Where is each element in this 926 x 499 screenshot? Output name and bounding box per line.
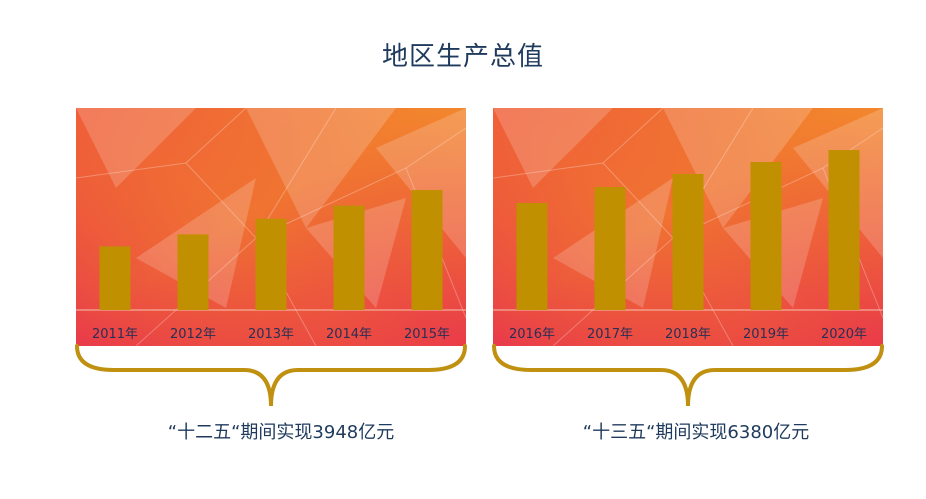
year-label: 2011年 bbox=[92, 327, 138, 342]
chart-title: 地区生产总值 bbox=[381, 42, 544, 72]
bar-2013年 bbox=[255, 218, 287, 310]
bar-2018年 bbox=[672, 174, 704, 310]
year-label: 2015年 bbox=[404, 327, 450, 342]
year-label-group: 2016年 2017年 2018年 2019年 2020年 bbox=[509, 327, 867, 342]
year-label: 2018年 bbox=[665, 327, 711, 342]
panel-13th-plan: 2016年 2017年 2018年 2019年 2020年 bbox=[493, 108, 883, 346]
bar-group bbox=[99, 190, 443, 310]
brace-12th-plan bbox=[75, 344, 467, 407]
bar-2014年 bbox=[333, 205, 365, 310]
bar-2012年 bbox=[177, 234, 209, 310]
bar-2019年 bbox=[750, 162, 782, 310]
bar-2011年 bbox=[99, 246, 131, 310]
year-label: 2017年 bbox=[587, 327, 633, 342]
bar-group bbox=[516, 150, 860, 310]
bar-2016年 bbox=[516, 203, 548, 310]
year-label: 2016年 bbox=[509, 327, 555, 342]
bar-2015年 bbox=[411, 190, 443, 310]
brace-13th-plan bbox=[492, 344, 884, 407]
caption-12th-plan: “十二五“期间实现3948亿元 bbox=[167, 422, 395, 443]
year-label: 2020年 bbox=[821, 327, 867, 342]
year-label: 2012年 bbox=[170, 327, 216, 342]
year-label: 2013年 bbox=[248, 327, 294, 342]
bar-2020年 bbox=[828, 150, 860, 310]
bar-2017年 bbox=[594, 187, 626, 310]
caption-13th-plan: “十三五“期间实现6380亿元 bbox=[582, 422, 810, 443]
year-label: 2014年 bbox=[326, 327, 372, 342]
chart-svg-2: 2016年 2017年 2018年 2019年 2020年 bbox=[493, 108, 883, 346]
chart-svg-1: 2011年 2012年 2013年 2014年 2015年 bbox=[76, 108, 466, 346]
panel-12th-plan: 2011年 2012年 2013年 2014年 2015年 bbox=[76, 108, 466, 346]
year-label: 2019年 bbox=[743, 327, 789, 342]
year-label-group: 2011年 2012年 2013年 2014年 2015年 bbox=[92, 327, 450, 342]
